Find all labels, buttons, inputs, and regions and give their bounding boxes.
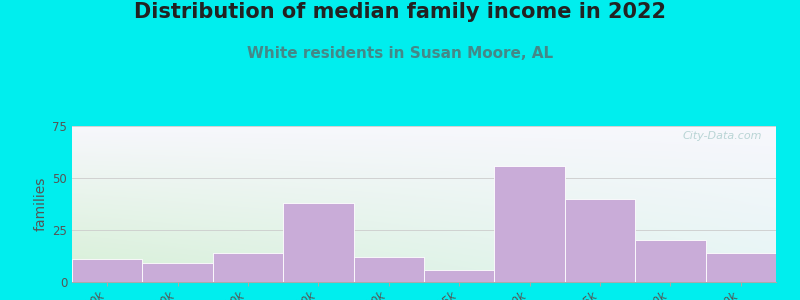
Bar [354, 257, 424, 282]
Text: City-Data.com: City-Data.com [682, 131, 762, 141]
Bar [283, 203, 354, 282]
Bar [142, 263, 213, 282]
Bar [213, 253, 283, 282]
Bar [635, 240, 706, 282]
Y-axis label: families: families [34, 177, 48, 231]
Bar [72, 259, 142, 282]
Text: White residents in Susan Moore, AL: White residents in Susan Moore, AL [247, 46, 553, 62]
Bar [565, 199, 635, 282]
Bar [494, 166, 565, 282]
Text: Distribution of median family income in 2022: Distribution of median family income in … [134, 2, 666, 22]
Bar [424, 269, 494, 282]
Bar [706, 253, 776, 282]
